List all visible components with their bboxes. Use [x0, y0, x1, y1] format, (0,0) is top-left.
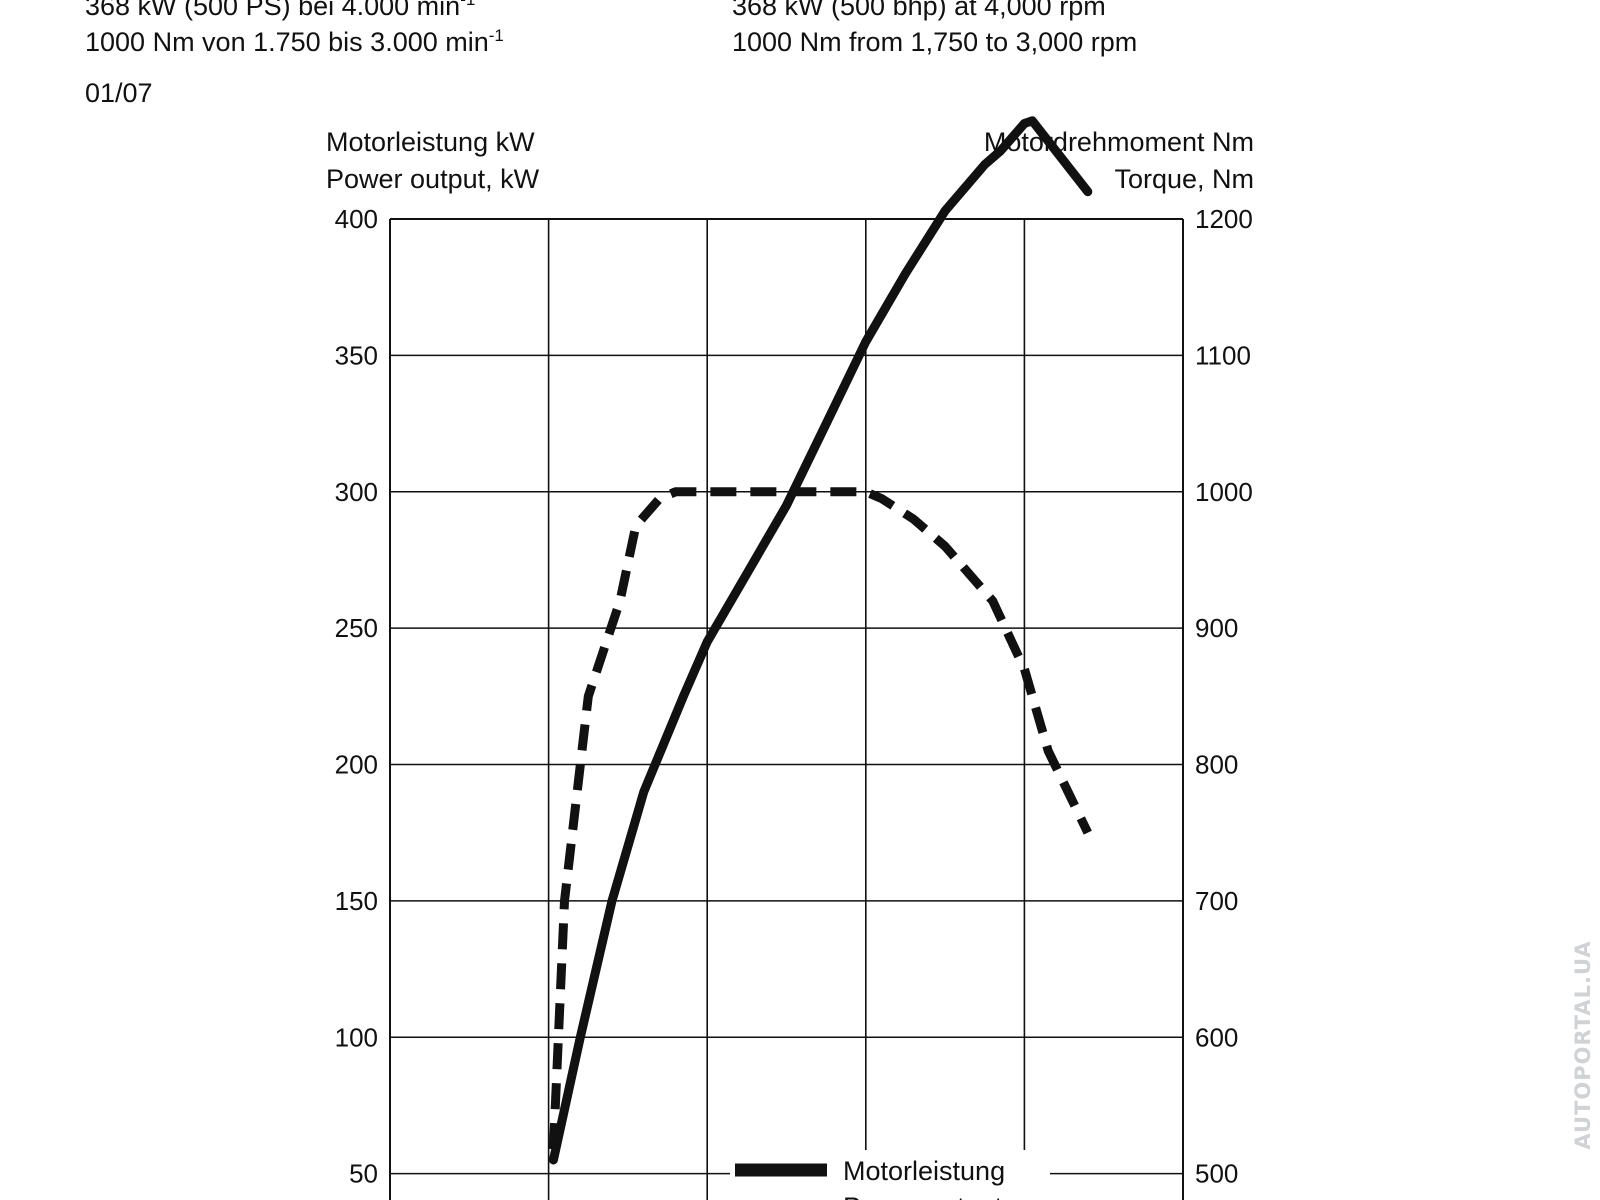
- right-tick-label: 700: [1195, 886, 1238, 916]
- right-axis-label-de: Motordrehmoment Nm: [983, 127, 1254, 157]
- right-tick-label: 1100: [1195, 340, 1251, 370]
- right-axis-label-en: Torque, Nm: [1114, 164, 1254, 194]
- spec-torque-de: 1000 Nm von 1.750 bis 3.000 min-1: [85, 26, 504, 57]
- spec-text-english: 368 kW (500 bhp) at 4,000 rpm 1000 Nm fr…: [732, 0, 1137, 60]
- left-axis-title: Motorleistung kW Power output, kW: [326, 124, 539, 198]
- left-tick-label: 350: [335, 340, 378, 370]
- right-axis-title: Motordrehmoment Nm Torque, Nm: [984, 124, 1254, 198]
- torque-curve: [548, 487, 1092, 1150]
- left-tick-label: 300: [335, 477, 378, 507]
- spec-power-en: 368 kW (500 bhp) at 4,000 rpm: [732, 0, 1106, 21]
- left-tick-label: 200: [335, 750, 378, 780]
- watermark: AUTOPORTAL.UA: [1571, 940, 1595, 1150]
- right-tick-label: 1200: [1195, 204, 1253, 234]
- date-code: 01/07: [85, 78, 153, 108]
- right-tick-label: 1000: [1195, 477, 1253, 507]
- left-tick-label: 100: [335, 1022, 378, 1052]
- legend-label: Motorleistung: [843, 1156, 1005, 1186]
- left-tick-label: 50: [349, 1159, 378, 1189]
- left-tick-label: 250: [335, 613, 378, 643]
- spec-power-de: 368 kW (500 PS) bei 4.000 min-1: [85, 0, 475, 21]
- spec-torque-en: 1000 Nm from 1,750 to 3,000 rpm: [732, 27, 1138, 57]
- right-tick-label: 500: [1195, 1159, 1238, 1189]
- left-tick-label: 150: [335, 886, 378, 916]
- right-tick-label: 900: [1195, 613, 1238, 643]
- power-curve: [548, 116, 1093, 1165]
- right-tick-label: 600: [1195, 1022, 1238, 1052]
- left-axis-label-de: Motorleistung kW: [326, 127, 535, 157]
- left-tick-label: 400: [335, 204, 378, 234]
- left-axis-label-en: Power output, kW: [326, 164, 540, 194]
- legend-label: Power output: [843, 1192, 1003, 1200]
- spec-text-german: 368 kW (500 PS) bei 4.000 min-1 1000 Nm …: [85, 0, 504, 60]
- right-tick-label: 800: [1195, 750, 1238, 780]
